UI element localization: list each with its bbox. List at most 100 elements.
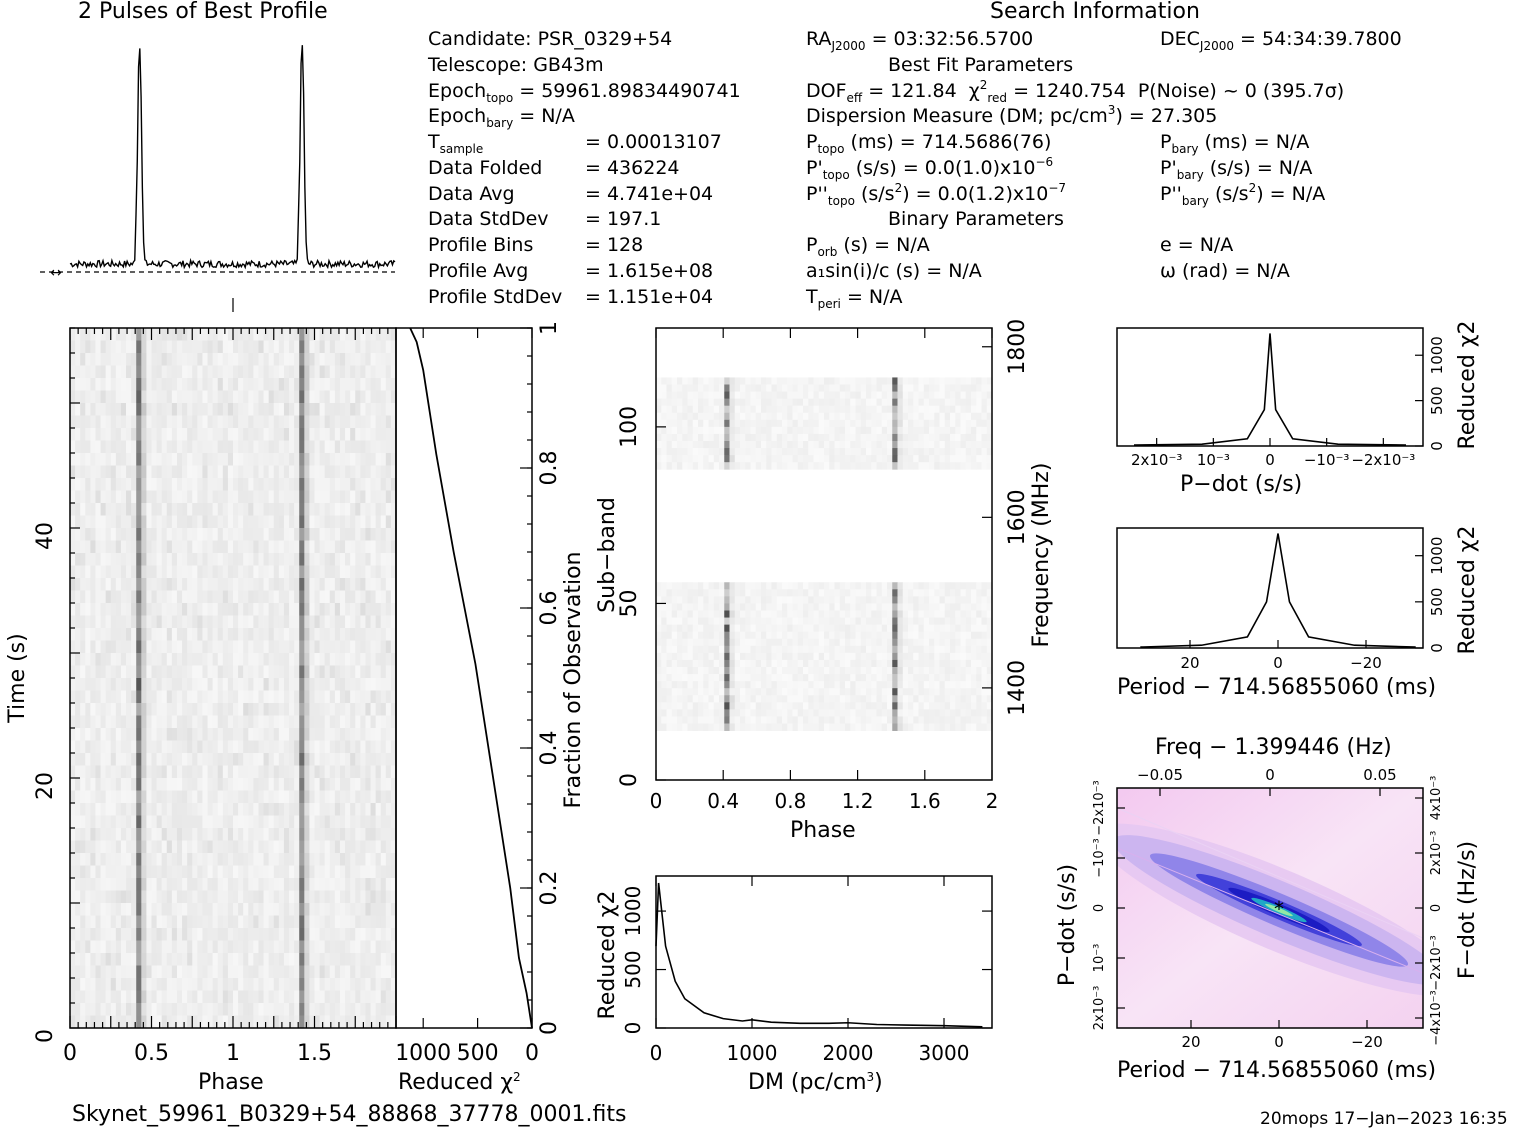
time-phase-cell bbox=[304, 865, 310, 879]
time-phase-cell bbox=[146, 390, 152, 404]
subband-cell bbox=[776, 617, 783, 626]
subband-cell bbox=[703, 405, 709, 414]
time-phase-cell bbox=[171, 453, 178, 466]
time-phase-cell bbox=[273, 715, 280, 729]
subband-cell bbox=[745, 462, 751, 470]
subband-cell bbox=[860, 412, 867, 421]
time-phase-cell bbox=[289, 640, 295, 654]
time-phase-cell bbox=[192, 640, 198, 654]
time-phase-cell bbox=[365, 340, 371, 354]
subband-cell bbox=[824, 433, 830, 442]
time-phase-cell bbox=[90, 403, 96, 416]
time-phase-cell bbox=[268, 940, 275, 954]
time-phase-cell bbox=[192, 540, 198, 554]
subband-cell bbox=[771, 596, 778, 604]
time-phase-cell bbox=[319, 603, 326, 616]
time-phase-cell bbox=[207, 1015, 214, 1029]
time-phase-cell bbox=[192, 778, 198, 791]
time-phase-cell bbox=[70, 690, 76, 704]
subband-cell bbox=[750, 412, 757, 421]
time-phase-cell bbox=[309, 765, 315, 779]
subband-cell bbox=[892, 398, 898, 407]
subband-cell bbox=[797, 582, 804, 590]
subband-cell bbox=[750, 419, 757, 428]
time-phase-cell bbox=[314, 840, 320, 854]
time-phase-cell bbox=[187, 590, 193, 604]
time-phase-cell bbox=[263, 365, 270, 379]
time-phase-cell bbox=[355, 503, 361, 516]
subband-cell bbox=[745, 448, 751, 456]
time-phase-cell bbox=[329, 903, 336, 916]
time-phase-cell bbox=[207, 778, 214, 791]
time-phase-cell bbox=[263, 653, 270, 666]
fraction-ylabel: Fraction of Observation bbox=[561, 552, 586, 809]
subband-cell bbox=[944, 405, 951, 414]
time-phase-cell bbox=[90, 465, 96, 479]
time-phase-cell bbox=[126, 990, 132, 1004]
time-phase-cell bbox=[187, 915, 193, 929]
time-phase-cell bbox=[263, 978, 270, 991]
time-phase-cell bbox=[207, 665, 214, 679]
time-phase-cell bbox=[278, 640, 285, 654]
time-phase-cell bbox=[283, 778, 290, 791]
time-phase-cell bbox=[182, 590, 188, 604]
time-phase-cell bbox=[350, 690, 356, 704]
time-phase-cell bbox=[273, 615, 280, 629]
profile-error-bar: ↔ bbox=[50, 265, 62, 281]
time-phase-cell bbox=[156, 490, 163, 504]
subband-cell bbox=[808, 462, 814, 470]
subband-cell bbox=[682, 589, 688, 597]
subband-cell bbox=[671, 448, 678, 456]
subband-cell bbox=[656, 384, 662, 392]
time-phase-cell bbox=[146, 328, 152, 341]
subband-cell bbox=[792, 419, 799, 428]
time-phase-cell bbox=[131, 628, 137, 641]
subband-cell bbox=[845, 433, 851, 442]
subband-cell bbox=[923, 462, 930, 470]
subband-cell bbox=[950, 384, 956, 392]
subband-cell bbox=[818, 433, 825, 442]
time-phase-cell bbox=[115, 703, 122, 716]
time-phase-cell bbox=[151, 890, 157, 904]
time-phase-cell bbox=[146, 465, 152, 479]
time-phase-cell bbox=[248, 753, 254, 766]
time-phase-cell bbox=[283, 753, 290, 766]
time-phase-cell bbox=[355, 778, 361, 791]
time-phase-cell bbox=[268, 978, 275, 991]
time-phase-cell bbox=[217, 890, 224, 904]
time-phase-cell bbox=[90, 353, 96, 366]
time-phase-cell bbox=[95, 940, 101, 954]
subband-cell bbox=[839, 384, 846, 392]
time-phase-cell bbox=[360, 828, 366, 841]
subband-cell bbox=[829, 384, 835, 392]
time-phase-cell bbox=[243, 465, 249, 479]
subband-cell bbox=[661, 377, 667, 385]
time-phase-cell bbox=[80, 515, 86, 529]
subband-cell bbox=[808, 433, 814, 442]
subband-cell bbox=[960, 384, 967, 392]
time-phase-cell bbox=[192, 703, 198, 716]
time-phase-cell bbox=[324, 665, 331, 679]
subband-cell bbox=[719, 462, 725, 470]
time-phase-cell bbox=[207, 703, 214, 716]
subband-cell bbox=[671, 589, 678, 597]
time-phase-cell bbox=[324, 615, 331, 629]
time-phase-cell bbox=[141, 415, 147, 429]
time-phase-cell bbox=[289, 765, 295, 779]
time-phase-cell bbox=[375, 390, 382, 404]
time-phase-cell bbox=[192, 403, 198, 416]
time-phase-cell bbox=[248, 415, 254, 429]
subband-cell bbox=[850, 426, 856, 435]
time-phase-cell bbox=[192, 553, 198, 566]
subband-cell bbox=[876, 603, 883, 611]
subband-cell bbox=[818, 384, 825, 392]
time-phase-cell bbox=[176, 478, 183, 491]
time-phase-cell bbox=[283, 390, 290, 404]
subband-cell bbox=[845, 384, 851, 392]
time-phase-cell bbox=[314, 878, 320, 891]
time-phase-cell bbox=[141, 765, 147, 779]
subband-cell bbox=[750, 624, 757, 633]
time-phase-cell bbox=[370, 1015, 377, 1029]
subband-cell bbox=[965, 610, 972, 618]
time-phase-cell bbox=[248, 678, 254, 691]
